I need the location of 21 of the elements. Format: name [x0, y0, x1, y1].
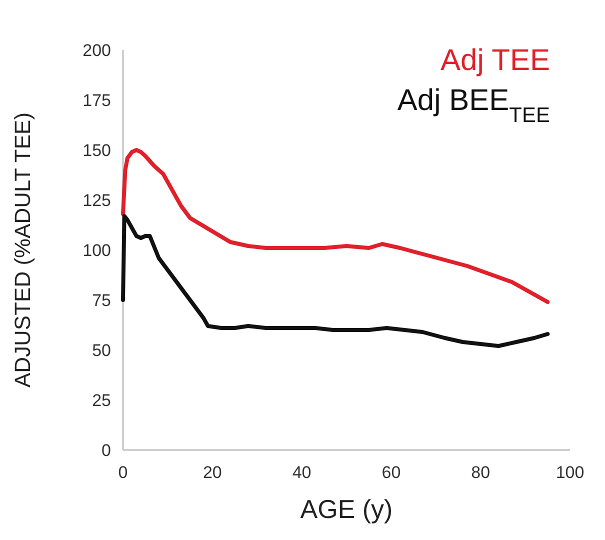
line-series	[121, 148, 550, 304]
y-tick-label: 100	[82, 240, 111, 260]
y-tick-label: 200	[82, 40, 111, 60]
x-tick-label: 0	[118, 463, 128, 482]
x-axis-title: AGE (y)	[300, 494, 393, 524]
y-tick-label: 0	[102, 440, 111, 460]
text: Adj TEE	[440, 44, 550, 77]
x-tick-label: 100	[556, 463, 584, 482]
y-axis-title: ADJUSTED (%ADULT TEE)	[10, 112, 35, 388]
y-tick-label: 50	[92, 340, 111, 360]
x-tick-label: 20	[202, 463, 222, 482]
line-series	[121, 214, 550, 348]
x-tick-label: 60	[382, 463, 401, 482]
y-tick-label: 150	[82, 140, 111, 160]
y-tick-label: 25	[92, 390, 111, 410]
y-tick-label: 75	[92, 290, 111, 310]
y-tick-label: 125	[82, 190, 111, 210]
y-tick-label: 175	[82, 90, 111, 110]
text: Adj BEE$_{TEE}$	[397, 84, 550, 126]
x-tick-label: 40	[292, 463, 312, 482]
x-tick-label: 80	[471, 463, 490, 482]
